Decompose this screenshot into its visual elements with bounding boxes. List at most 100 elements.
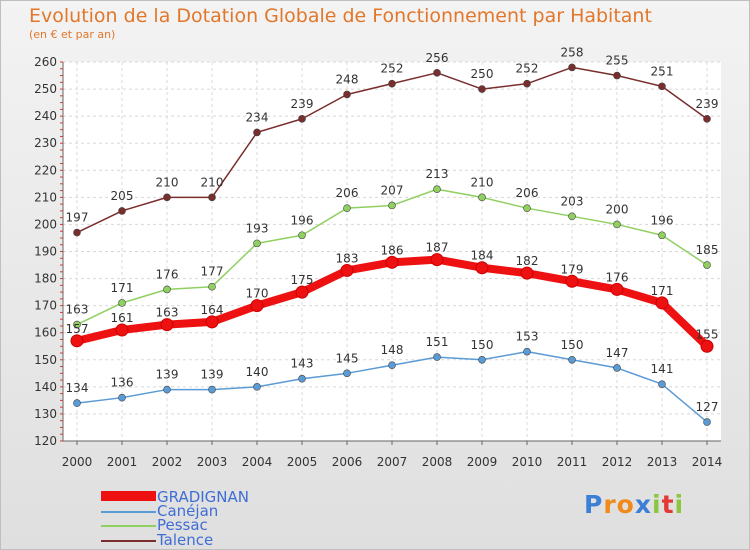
data-point (295, 285, 309, 299)
data-label: 157 (66, 322, 89, 336)
logo-letter: o (616, 490, 635, 519)
x-tick-label: 2012 (602, 455, 633, 469)
y-tick-label: 210 (34, 190, 57, 204)
data-point (343, 369, 351, 378)
data-label: 151 (426, 335, 449, 349)
data-label: 248 (336, 72, 359, 86)
y-tick-label: 230 (34, 136, 57, 150)
data-label: 196 (651, 213, 674, 227)
data-point (70, 334, 84, 348)
y-tick-label: 160 (34, 326, 57, 340)
data-label: 127 (696, 400, 719, 414)
data-label: 185 (696, 243, 719, 257)
data-label: 186 (381, 243, 404, 257)
data-label: 164 (201, 303, 224, 317)
y-tick-label: 130 (34, 407, 57, 421)
logo-letter: i (652, 490, 662, 519)
data-point (610, 282, 624, 296)
data-point (613, 71, 621, 80)
data-label: 176 (156, 267, 179, 281)
legend-label: Pessac (157, 516, 208, 534)
logo-letter: i (674, 490, 685, 519)
data-label: 183 (336, 251, 359, 265)
data-point (658, 82, 666, 91)
logo-letter: r (603, 490, 617, 519)
data-point (523, 347, 531, 356)
data-label: 256 (426, 51, 449, 65)
x-tick-label: 2005 (287, 455, 318, 469)
data-point (388, 201, 396, 210)
x-tick-label: 2011 (557, 455, 588, 469)
legend-swatch (101, 511, 156, 513)
data-label: 134 (66, 381, 89, 395)
data-point (565, 274, 579, 288)
y-tick-label: 260 (34, 55, 57, 69)
data-point (340, 263, 354, 277)
y-tick-label: 180 (34, 272, 57, 286)
data-point (208, 282, 216, 291)
data-point (253, 239, 261, 248)
legend-swatch (101, 491, 156, 501)
data-point (478, 85, 486, 93)
data-point (658, 231, 666, 240)
data-label: 171 (651, 284, 674, 298)
data-label: 177 (201, 265, 224, 279)
data-label: 163 (66, 303, 89, 317)
y-tick-label: 150 (34, 353, 57, 367)
data-label: 176 (606, 270, 629, 284)
data-point (118, 393, 126, 402)
data-point (520, 266, 534, 280)
x-tick-label: 2013 (647, 455, 678, 469)
data-label: 239 (291, 97, 314, 111)
data-label: 187 (426, 241, 449, 255)
data-point (703, 115, 711, 123)
data-label: 203 (561, 194, 584, 208)
data-point (385, 255, 399, 269)
data-label: 206 (516, 186, 539, 200)
data-point (163, 285, 171, 294)
y-tick-label: 220 (34, 163, 57, 177)
logo-letter: P (584, 490, 604, 519)
data-label: 239 (696, 97, 719, 111)
data-point (430, 253, 444, 267)
data-point (433, 353, 441, 361)
y-tick-label: 190 (34, 245, 57, 259)
x-tick-label: 2007 (377, 455, 408, 469)
data-label: 171 (111, 281, 134, 295)
data-label: 182 (516, 254, 539, 268)
data-point (298, 115, 306, 123)
data-label: 141 (651, 362, 674, 376)
legend-label: GRADIGNAN (157, 488, 249, 506)
x-tick-label: 2001 (107, 455, 138, 469)
data-label: 155 (696, 327, 719, 341)
data-label: 210 (156, 175, 179, 189)
data-label: 250 (471, 67, 494, 81)
data-point (343, 90, 351, 99)
y-tick-label: 240 (34, 109, 57, 123)
data-point (253, 128, 261, 137)
data-point (163, 193, 171, 202)
data-label: 213 (426, 167, 449, 181)
legend-label: Canéjan (157, 502, 219, 520)
data-point (523, 79, 531, 88)
data-label: 161 (111, 311, 134, 325)
data-label: 196 (291, 213, 314, 227)
data-point (433, 69, 441, 77)
data-point (568, 212, 576, 221)
data-point (703, 261, 711, 269)
data-label: 210 (201, 175, 224, 189)
data-point (388, 79, 396, 88)
data-point (478, 355, 486, 364)
x-tick-label: 2004 (242, 455, 273, 469)
data-point (160, 318, 174, 332)
data-point (205, 315, 219, 329)
x-tick-label: 2006 (332, 455, 363, 469)
chart-title: Evolution de la Dotation Globale de Fonc… (29, 5, 652, 27)
data-label: 210 (471, 175, 494, 189)
data-label: 252 (516, 62, 539, 76)
data-label: 184 (471, 249, 494, 263)
legend-swatch (101, 540, 156, 542)
data-point (208, 385, 216, 394)
data-label: 205 (111, 189, 134, 203)
data-point (475, 261, 489, 275)
